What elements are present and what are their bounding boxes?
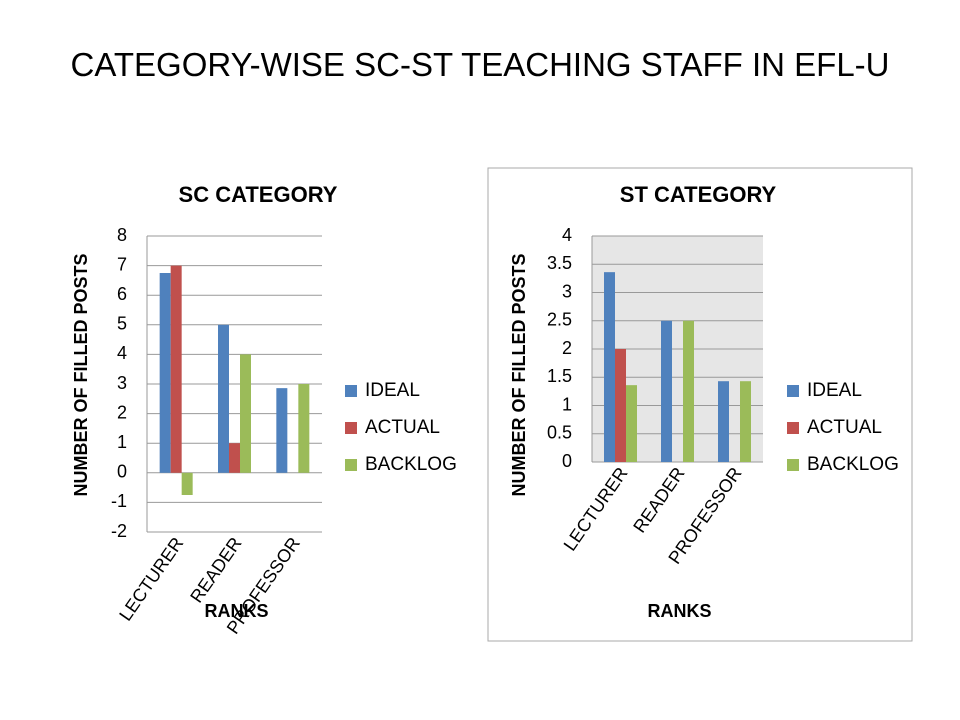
bar	[718, 381, 729, 462]
bar	[661, 320, 672, 462]
legend-label: ACTUAL	[365, 417, 440, 438]
x-axis-title: RANKS	[647, 601, 711, 621]
legend-swatch	[345, 385, 357, 397]
y-tick-label: -1	[111, 491, 127, 511]
legend-label: BACKLOG	[807, 454, 899, 475]
bar	[604, 272, 615, 462]
bar	[181, 472, 193, 495]
bar	[218, 324, 229, 473]
chart-title: SC CATEGORY	[179, 182, 338, 207]
y-tick-label: 4	[562, 225, 572, 245]
x-tick-label: LECTURER	[115, 534, 187, 625]
y-tick-label: 2	[562, 338, 572, 358]
legend-swatch	[787, 385, 799, 397]
bar	[276, 388, 288, 473]
bar	[229, 443, 240, 473]
y-tick-label: 8	[117, 225, 127, 245]
bar	[159, 273, 171, 473]
chart-title: ST CATEGORY	[620, 182, 777, 207]
bar	[170, 265, 182, 473]
y-tick-label: 0	[562, 451, 572, 471]
bar	[615, 349, 626, 462]
y-tick-label: 2.5	[547, 310, 572, 330]
y-tick-label: 1.5	[547, 366, 572, 386]
y-tick-label: 2	[117, 402, 127, 422]
y-axis-title: NUMBER OF FILLED POSTS	[71, 254, 91, 497]
bar	[683, 320, 694, 462]
y-tick-label: 0	[117, 462, 127, 482]
legend-label: BACKLOG	[365, 454, 457, 475]
y-axis-title: NUMBER OF FILLED POSTS	[509, 254, 529, 497]
bar	[298, 384, 310, 473]
legend-label: IDEAL	[807, 380, 862, 401]
x-axis-title: RANKS	[204, 601, 268, 621]
bar	[740, 381, 751, 462]
y-tick-label: 3.5	[547, 253, 572, 273]
legend-swatch	[345, 459, 357, 471]
bar	[240, 354, 251, 473]
y-tick-label: 0.5	[547, 423, 572, 443]
bar	[626, 385, 637, 462]
x-tick-label: READER	[186, 534, 245, 607]
y-tick-label: 4	[117, 343, 127, 363]
y-tick-label: 7	[117, 254, 127, 274]
legend-label: ACTUAL	[807, 417, 882, 438]
y-tick-label: 6	[117, 284, 127, 304]
legend-swatch	[345, 422, 357, 434]
y-tick-label: 1	[117, 432, 127, 452]
legend-label: IDEAL	[365, 380, 420, 401]
y-tick-label: -2	[111, 521, 127, 541]
y-tick-label: 5	[117, 314, 127, 334]
legend-swatch	[787, 422, 799, 434]
y-tick-label: 3	[562, 281, 572, 301]
y-tick-label: 3	[117, 373, 127, 393]
y-tick-label: 1	[562, 394, 572, 414]
legend-swatch	[787, 459, 799, 471]
slide-title: CATEGORY-WISE SC-ST TEACHING STAFF IN EF…	[70, 46, 890, 83]
